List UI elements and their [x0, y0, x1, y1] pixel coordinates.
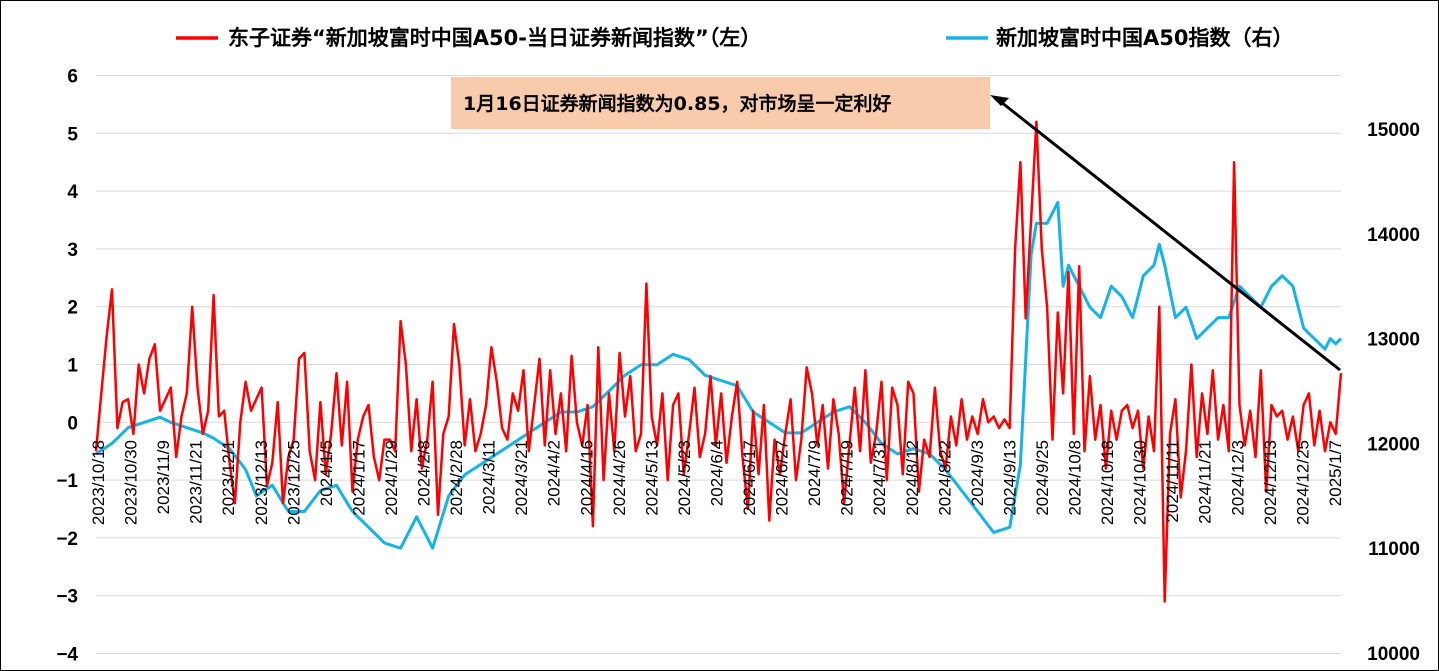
- x-tick-label: 2024/7/19: [838, 440, 857, 516]
- series-right: [95, 200, 1343, 550]
- x-tick-label: 2025/1/7: [1326, 440, 1345, 506]
- right-tick-label: 13000: [1367, 330, 1420, 351]
- series-left-line: [94, 120, 1343, 603]
- x-tick-label: 2024/4/16: [577, 440, 596, 516]
- gridlines: [96, 75, 1341, 654]
- x-tick-label: 2023/12/13: [252, 440, 271, 525]
- x-tick-label: 2024/9/3: [968, 440, 987, 506]
- x-tick-label: 2024/1/17: [349, 440, 368, 516]
- x-tick-label: 2024/6/27: [773, 440, 792, 516]
- x-tick-label: 2024/3/21: [512, 440, 531, 516]
- left-tick-label: −4: [56, 645, 78, 666]
- x-tick-label: 2024/11/11: [1163, 440, 1182, 523]
- annotation-arrowhead: [990, 95, 1009, 106]
- left-tick-label: 5: [67, 124, 78, 145]
- x-tick-label: 2024/8/12: [903, 440, 922, 516]
- left-axis-ticks: 6 5 4 3 2 1 0 −1 −2 −3 −4: [56, 67, 78, 666]
- left-tick-label: 4: [67, 182, 78, 203]
- left-tick-label: 0: [67, 413, 78, 434]
- x-tick-label: 2024/9/13: [1000, 440, 1019, 516]
- legend-label-left: 东子证券“新加坡富时中国A50-当日证券新闻指数”（左）: [228, 26, 761, 50]
- left-tick-label: −1: [56, 471, 78, 492]
- left-tick-label: −3: [56, 587, 78, 608]
- x-tick-label: 2024/11/21: [1196, 440, 1215, 524]
- left-tick-label: −2: [56, 529, 78, 550]
- x-tick-label: 2023/10/18: [89, 440, 108, 525]
- x-tick-label: 2024/5/23: [675, 440, 694, 516]
- left-tick-label: 6: [67, 67, 78, 88]
- x-tick-label: 2024/7/9: [805, 440, 824, 506]
- annotation-arrow: [1000, 100, 1341, 372]
- right-tick-label: 11000: [1368, 539, 1420, 560]
- x-tick-label: 2024/10/18: [1098, 440, 1117, 525]
- left-tick-label: 3: [67, 240, 78, 261]
- x-tick-label: 2023/10/30: [122, 440, 141, 525]
- x-tick-label: 2024/12/13: [1261, 440, 1280, 525]
- right-tick-label: 14000: [1367, 225, 1420, 246]
- x-tick-label: 2024/7/31: [870, 440, 889, 516]
- legend-label-right: 新加坡富时中国A50指数（右）: [996, 26, 1293, 50]
- x-tick-label: 2023/11/21: [187, 440, 206, 524]
- right-axis-ticks: 15000 14000 13000 12000 11000 10000: [1367, 120, 1420, 665]
- legend: 东子证券“新加坡富时中国A50-当日证券新闻指数”（左） 新加坡富时中国A50指…: [176, 26, 1293, 50]
- x-tick-label: 2024/4/2: [545, 440, 564, 506]
- x-tick-label: 2024/2/8: [415, 440, 434, 506]
- x-tick-label: 2023/11/9: [154, 440, 173, 514]
- right-tick-label: 10000: [1367, 644, 1420, 665]
- x-tick-label: 2024/3/11: [480, 440, 499, 514]
- annotation-box: [451, 77, 990, 129]
- x-tick-label: 2024/6/17: [740, 440, 759, 516]
- annotation-text: 1月16日证券新闻指数为0.85，对市场呈一定利好: [463, 92, 892, 115]
- x-tick-label: 2023/12/1: [219, 440, 238, 516]
- x-tick-label: 2024/5/13: [642, 440, 661, 516]
- x-tick-label: 2024/10/8: [1066, 440, 1085, 516]
- left-tick-label: 2: [67, 298, 78, 319]
- x-tick-label: 2024/8/22: [935, 440, 954, 516]
- series-right-line: [95, 200, 1343, 550]
- x-axis-ticks: 2023/10/18 2023/10/30 2023/11/9 2023/11/21 2…: [89, 440, 1345, 525]
- x-tick-label: 2023/12/25: [284, 440, 303, 525]
- x-tick-label: 2024/12/3: [1228, 440, 1247, 516]
- x-tick-label: 2024/2/28: [447, 440, 466, 516]
- series-left: [94, 120, 1343, 603]
- right-tick-label: 12000: [1367, 434, 1420, 455]
- left-tick-label: 1: [67, 356, 78, 377]
- x-tick-label: 2024/1/5: [317, 440, 336, 506]
- annotation: 1月16日证券新闻指数为0.85，对市场呈一定利好: [451, 77, 1341, 372]
- x-tick-label: 2024/6/4: [707, 440, 726, 506]
- x-tick-label: 2024/9/25: [1033, 440, 1052, 516]
- x-tick-label: 2024/4/26: [610, 440, 629, 516]
- x-tick-label: 2024/1/29: [382, 440, 401, 516]
- x-tick-label: 2024/12/25: [1293, 440, 1312, 525]
- right-tick-label: 15000: [1367, 120, 1420, 141]
- x-tick-label: 2024/10/30: [1131, 440, 1150, 525]
